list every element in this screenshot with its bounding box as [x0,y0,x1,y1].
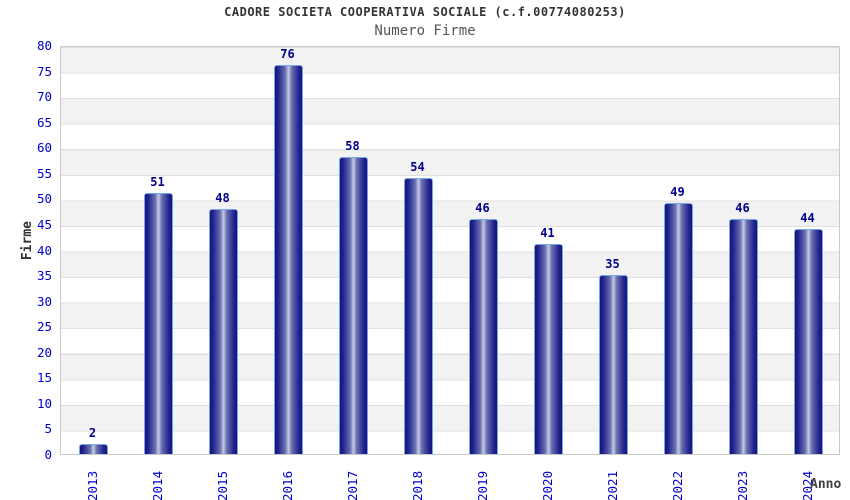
bar-2017 [339,157,368,454]
x-tick-label-2014: 2014 [149,470,165,500]
bar-value-label-2018: 54 [410,160,425,174]
y-tick-label-5: 5 [44,421,52,437]
bar-2013 [79,444,108,454]
y-tick-label-0: 0 [44,447,52,462]
x-tick-label-2021: 2021 [604,470,620,500]
bar-2014 [144,193,173,454]
bar-2020 [534,244,563,454]
bar-2015 [209,209,238,454]
y-tick-label-80: 80 [36,38,52,53]
y-tick-label-75: 75 [36,63,52,79]
bar-value-label-2013: 2 [88,426,97,440]
y-tick-label-15: 15 [36,370,52,386]
bar-2021 [599,275,628,454]
y-tick-label-65: 65 [36,114,52,130]
plot-area [60,46,840,455]
bar-value-label-2021: 35 [605,257,620,271]
y-tick-label-70: 70 [36,89,52,105]
x-tick-label-2013: 2013 [84,470,100,500]
bar-value-label-2015: 48 [215,191,230,205]
y-tick-label-10: 10 [36,395,52,411]
y-tick-label-45: 45 [36,216,52,232]
bar-2019 [469,219,498,454]
y-tick-label-25: 25 [36,319,52,335]
bar-2022 [664,203,693,454]
y-tick-label-35: 35 [36,268,52,284]
bar-value-label-2020: 41 [540,226,555,240]
y-tick-label-50: 50 [36,191,52,207]
y-tick-label-55: 55 [36,165,52,181]
bar-2018 [404,178,433,454]
bar-value-label-2023: 46 [735,201,750,215]
x-tick-label-2018: 2018 [409,470,425,500]
x-tick-label-2017: 2017 [344,470,360,500]
bar-value-label-2024: 44 [800,211,815,225]
y-tick-label-40: 40 [36,242,52,258]
y-tick-label-30: 30 [36,293,52,309]
x-tick-label-2023: 2023 [734,470,750,500]
bar-value-label-2019: 46 [475,201,490,215]
bar-2016 [274,65,303,454]
bar-value-label-2017: 58 [345,139,360,153]
bar-value-label-2016: 76 [280,47,295,61]
x-axis-title: Anno [810,477,842,492]
chart-subtitle: Numero Firme [374,23,476,39]
chart-title: CADORE SOCIETA COOPERATIVA SOCIALE (c.f.… [224,5,626,19]
bar-value-label-2014: 51 [150,175,165,189]
bar-value-label-2022: 49 [670,185,685,199]
y-tick-label-20: 20 [36,344,52,360]
x-tick-label-2019: 2019 [474,470,490,500]
bar-2024 [794,229,823,454]
bar-2023 [729,219,758,454]
y-tick-label-60: 60 [36,140,52,156]
x-tick-label-2022: 2022 [669,470,685,500]
x-tick-label-2015: 2015 [214,470,230,500]
x-tick-label-2016: 2016 [279,470,295,500]
x-tick-label-2020: 2020 [539,470,555,500]
